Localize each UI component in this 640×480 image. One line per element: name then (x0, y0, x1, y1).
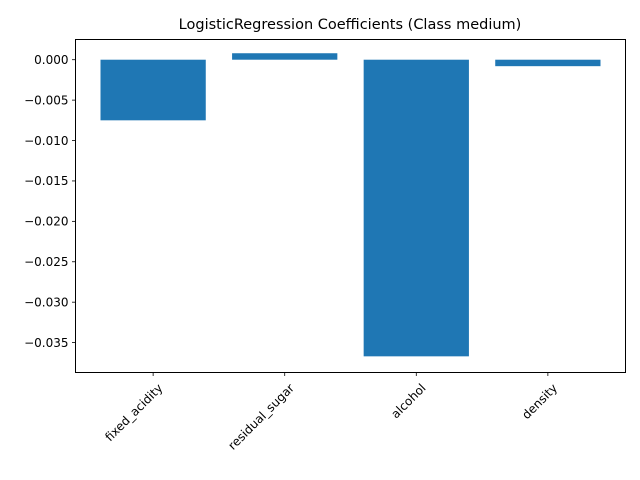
y-tick-label: −0.030 (24, 295, 68, 309)
y-tick-label: −0.005 (24, 93, 68, 107)
y-axis: 0.000 −0.005 −0.010 −0.015 −0.020 −0.025 −0.03… (24, 53, 76, 350)
y-tick-label: −0.010 (24, 134, 68, 148)
y-tick-label: −0.020 (24, 215, 68, 229)
y-tick-label: −0.025 (24, 255, 68, 269)
y-tick-label: −0.015 (24, 174, 68, 188)
plot-frame (75, 39, 626, 373)
bar-density (495, 59, 601, 67)
y-tick-label: −0.035 (24, 336, 68, 350)
bar-fixed-acidity (100, 59, 206, 121)
bar-residual-sugar (232, 53, 338, 60)
chart-title: LogisticRegression Coefficients (Class m… (179, 17, 522, 33)
bars-group (100, 53, 601, 357)
bar-alcohol (363, 59, 469, 357)
y-tick-label: 0.000 (34, 53, 68, 67)
